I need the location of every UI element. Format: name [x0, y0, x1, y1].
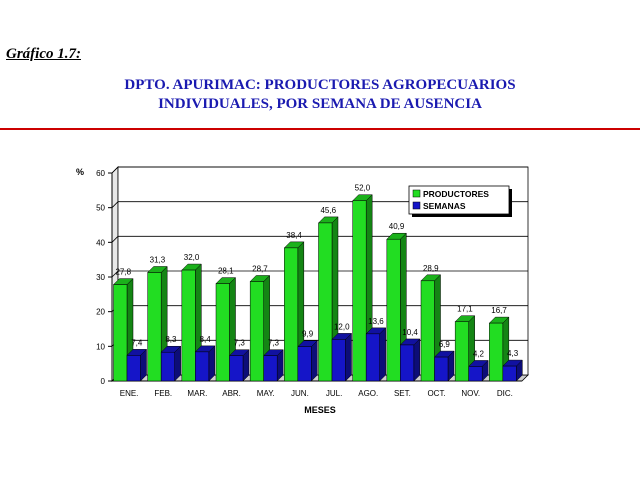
- y-tick-label: 40: [96, 238, 105, 247]
- x-tick-label: ABR.: [222, 389, 241, 398]
- gridline-depth: [111, 166, 119, 174]
- bar-semanas: [400, 344, 415, 382]
- bar-side: [345, 332, 352, 382]
- bar-semanas: [502, 365, 517, 382]
- bar-semanas: [263, 355, 278, 382]
- y-tick-label: 10: [96, 342, 105, 351]
- bar-semanas: [126, 355, 141, 382]
- bar-productores: [420, 280, 435, 382]
- x-tick-label: OCT.: [427, 389, 445, 398]
- bar-productores: [284, 247, 299, 382]
- y-axis-label: %: [76, 167, 84, 177]
- bar-productores: [181, 269, 196, 382]
- bar-productores: [386, 238, 401, 382]
- data-label: 38,4: [286, 231, 302, 240]
- bar-productores: [113, 284, 128, 382]
- legend-swatch-productores: [412, 189, 421, 198]
- bar-semanas: [331, 339, 346, 382]
- y-tick-label: 30: [96, 273, 105, 282]
- y-tick-label: 50: [96, 204, 105, 213]
- data-label: 17,1: [457, 305, 473, 314]
- bar-semanas: [365, 333, 380, 382]
- bar-side: [311, 340, 318, 382]
- data-label: 9,9: [302, 330, 314, 339]
- gridline-depth: [111, 201, 119, 208]
- bar-productores: [215, 283, 230, 382]
- bar-productores: [454, 321, 469, 382]
- gridline-depth: [111, 236, 119, 243]
- data-label: 31,3: [150, 255, 166, 264]
- data-label: 4,2: [473, 349, 485, 358]
- x-tick-label: FEB.: [154, 389, 172, 398]
- x-axis-label: MESES: [304, 405, 336, 415]
- data-label: 7,4: [131, 338, 143, 347]
- y-tick-label: 20: [96, 308, 105, 317]
- data-label: 28,1: [218, 267, 234, 276]
- bar-semanas: [434, 356, 449, 382]
- data-label: 52,0: [355, 184, 371, 193]
- bar-productores: [318, 222, 333, 382]
- bar-side: [413, 338, 421, 382]
- data-label: 28,7: [252, 265, 268, 274]
- data-label: 7,3: [234, 339, 246, 348]
- x-tick-label: SET.: [394, 389, 411, 398]
- x-tick-label: JUN.: [291, 389, 309, 398]
- data-label: 27,8: [115, 268, 131, 277]
- x-tick-label: ENE.: [120, 389, 139, 398]
- data-label: 10,4: [402, 328, 418, 337]
- y-tick-label: 0: [101, 377, 106, 386]
- legend-swatch-semanas: [412, 201, 421, 210]
- bar-semanas: [468, 366, 483, 382]
- x-tick-label: MAY.: [257, 389, 275, 398]
- data-label: 40,9: [389, 222, 405, 231]
- x-tick-label: DIC.: [497, 389, 513, 398]
- data-label: 32,0: [184, 253, 200, 262]
- bar-semanas: [297, 346, 312, 382]
- data-label: 13,6: [368, 317, 384, 326]
- bar-semanas: [229, 355, 244, 382]
- chart-title-line-2: INDIVIDUALES, POR SEMANA DE AUSENCIA: [158, 96, 482, 112]
- figure-label: Gráfico 1.7:: [6, 46, 81, 62]
- bar-productores: [147, 272, 162, 382]
- x-tick-label: JUL.: [326, 389, 342, 398]
- bar-productores: [352, 200, 367, 382]
- header-divider: [0, 128, 640, 130]
- bar-side: [379, 327, 386, 382]
- x-tick-label: AGO.: [358, 389, 378, 398]
- data-label: 45,6: [320, 206, 336, 215]
- data-label: 8,4: [200, 335, 212, 344]
- bar-semanas: [160, 351, 175, 382]
- data-label: 6,9: [439, 340, 451, 349]
- chart-title-line-1: DPTO. APURIMAC: PRODUCTORES AGROPECUARIO…: [124, 77, 516, 93]
- legend-label: PRODUCTORES: [423, 189, 489, 199]
- bar-productores: [489, 322, 504, 382]
- bar-semanas: [195, 351, 210, 382]
- gridline-depth: [111, 270, 119, 278]
- x-tick-label: NOV.: [461, 389, 480, 398]
- bar-productores: [249, 281, 264, 382]
- data-label: 7,3: [268, 339, 280, 348]
- data-label: 4,3: [507, 349, 519, 358]
- y-tick-label: 60: [96, 169, 105, 178]
- legend: [408, 185, 510, 215]
- data-label: 12,0: [334, 322, 350, 331]
- x-tick-label: MAR.: [187, 389, 207, 398]
- data-label: 28,9: [423, 264, 439, 273]
- data-label: 16,7: [491, 306, 507, 315]
- legend-label: SEMANAS: [423, 201, 466, 211]
- data-label: 8,3: [165, 335, 177, 344]
